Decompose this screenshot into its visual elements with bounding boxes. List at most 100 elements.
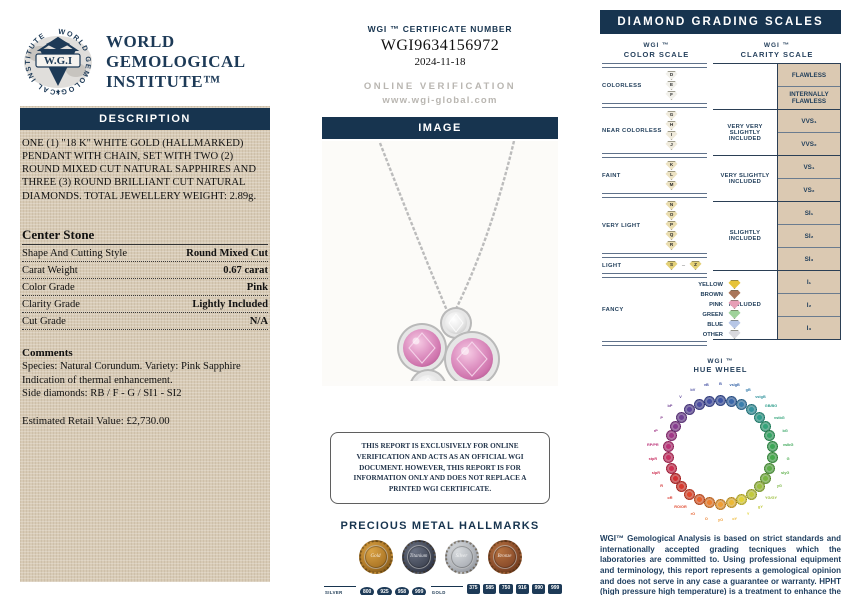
hue-label: slyG xyxy=(781,471,790,475)
hue-label: rO xyxy=(690,512,696,517)
stamp-group: 58514K xyxy=(483,583,497,595)
diamond-icon: Q xyxy=(664,231,679,240)
hallmark-coin: Bronze xyxy=(487,539,522,574)
disclaimer-box: THIS REPORT IS EXCLUSIVELY FOR ONLINE VE… xyxy=(330,432,550,504)
hue-dot xyxy=(764,430,776,442)
metal-label: SILVER xyxy=(324,585,356,595)
brand-title: WORLD GEMOLOGICAL INSTITUTE™ xyxy=(106,32,246,92)
clarity-cells: FLAWLESS INTERNALLY FLAWLESS xyxy=(777,64,841,109)
hue-label: bP xyxy=(667,404,673,409)
hue-label: YG/GY xyxy=(765,495,778,500)
diamond-shape xyxy=(728,280,741,289)
clarity-grade-cell: INTERNALLY FLAWLESS xyxy=(778,87,840,109)
scale-divider xyxy=(602,341,707,346)
clarity-grade-cell: I₂ xyxy=(778,294,840,317)
center-stone-rows: Shape And Cutting Style Round Mixed Cut Ca… xyxy=(22,245,268,330)
clarity-cells: VVS₁ VVS₂ xyxy=(777,110,841,155)
hue-dot xyxy=(766,441,778,453)
center-stone-row-value: Lightly Included xyxy=(192,298,268,310)
center-stone-row: Carat Weight 0.67 carat xyxy=(22,262,268,279)
certificate-number-label: WGI ™ CERTIFICATE NUMBER xyxy=(367,24,513,34)
fancy-group-label: FANCY xyxy=(602,306,624,313)
fancy-color-group: FANCY YELLOW BROWN PINK GREEN BLUE OTHER xyxy=(600,280,741,339)
center-stone-row: Shape And Cutting Style Round Mixed Cut xyxy=(22,245,268,262)
center-stone-row: Clarity Grade Lightly Included xyxy=(22,296,268,313)
hue-label: vstbG xyxy=(773,416,785,420)
hue-label: B xyxy=(719,382,722,386)
diamond-shape xyxy=(728,310,741,319)
diamond-shape xyxy=(665,111,678,120)
hallmark-stamp: 990 xyxy=(532,583,546,594)
middle-column: WGI ™ CERTIFICATE NUMBER WGI9634156972 2… xyxy=(322,24,562,595)
clarity-group-label: VERY SLIGHTLY INCLUDED xyxy=(720,172,770,185)
clarity-cells: I₁ I₂ I₃ xyxy=(777,271,841,339)
clarity-table: FLAWLESS INTERNALLY FLAWLESS VERY VERY SLI… xyxy=(713,63,841,340)
scale-divider xyxy=(602,103,707,108)
certificate-number: WGI9634156972 xyxy=(380,37,500,54)
stamp-group: 800 xyxy=(360,587,375,595)
hallmarks-title: PRECIOUS METAL HALLMARKS xyxy=(340,519,540,532)
hue-dot xyxy=(693,494,705,505)
hallmark-stamp: 958 xyxy=(394,587,410,595)
coin-name: Bronze xyxy=(497,554,512,560)
fancy-color-name: YELLOW xyxy=(698,281,723,288)
hallmark-coin: Gold xyxy=(358,539,393,574)
hue-dot xyxy=(753,411,765,423)
range-dash-icon: – xyxy=(682,262,685,269)
diamond-shape xyxy=(665,71,678,80)
website-link[interactable]: www.wgi-global.com xyxy=(382,95,498,106)
center-stone-row-label: Cut Grade xyxy=(22,315,66,327)
hallmark-coins: Gold Titanium Silver Bronze xyxy=(322,539,558,574)
diamond-letter: O xyxy=(669,211,674,217)
diamond-letter: Z xyxy=(694,261,697,267)
hue-label: yO xyxy=(717,518,724,522)
diamond-icon xyxy=(727,330,742,339)
clarity-group: FLAWLESS INTERNALLY FLAWLESS xyxy=(713,64,841,110)
center-stone-row-label: Shape And Cutting Style xyxy=(22,247,128,259)
hue-label: Y xyxy=(746,512,750,517)
center-stone-row-label: Clarity Grade xyxy=(22,298,80,310)
fancy-color-name: BLUE xyxy=(707,321,723,328)
diamond-shape xyxy=(665,211,678,220)
clarity-grade-cell: I₃ xyxy=(778,317,840,339)
hallmark-stamp: 750 xyxy=(499,583,513,594)
clarity-scale-name: CLARITY SCALE xyxy=(740,50,814,59)
hue-label: R xyxy=(660,484,663,488)
scale-divider xyxy=(602,153,707,158)
diamond-letter: F xyxy=(670,91,673,97)
color-scale-group: FAINT K L M xyxy=(600,160,713,191)
stamp-group: 999 xyxy=(548,583,562,594)
hue-dot xyxy=(669,420,681,432)
retail-value: Estimated Retail Value: £2,730.00 xyxy=(22,415,170,428)
diamond-icon xyxy=(727,310,742,319)
diamond-icon: G xyxy=(664,111,679,120)
brand-title-line1: WORLD xyxy=(106,31,175,51)
diamond-shape xyxy=(665,91,678,100)
center-stone-title: Center Stone xyxy=(22,227,268,245)
hue-label: bG xyxy=(782,428,788,433)
fancy-rows: YELLOW BROWN PINK GREEN BLUE OTHER xyxy=(664,280,742,339)
hallmark-row: GOLD3759K58514K75018K91622K990999 xyxy=(430,583,562,595)
hue-dot xyxy=(725,395,737,407)
left-column: WORLD GEMOLOGICAL INSTITUTE W.G.I ★ WORL… xyxy=(20,18,270,106)
right-column: DIAMOND GRADING SCALES WGI ™ COLOR SCALE… xyxy=(600,10,841,595)
hue-label: vstgB xyxy=(755,394,766,399)
hallmark-stamp: 585 xyxy=(483,583,497,594)
diamond-shape xyxy=(665,121,678,130)
color-scale-brand: WGI ™ xyxy=(643,42,670,49)
diamond-shape xyxy=(728,330,741,339)
diamond-icon: P xyxy=(664,221,679,230)
center-stone-table: Center Stone Shape And Cutting Style Roun… xyxy=(22,227,268,330)
stamp-group: 75018K xyxy=(499,583,513,595)
scale-divider xyxy=(602,63,707,68)
color-scale-group: LIGHT S – Z xyxy=(600,260,713,271)
diamond-icon: E xyxy=(664,81,679,90)
hue-dot xyxy=(764,462,776,474)
hue-dot xyxy=(669,472,681,484)
comment-line: Side diamonds: RB / F - G / SI1 - SI2 xyxy=(22,388,182,400)
stamp-group: 3759K xyxy=(466,583,481,595)
comments-title: Comments xyxy=(22,346,73,359)
